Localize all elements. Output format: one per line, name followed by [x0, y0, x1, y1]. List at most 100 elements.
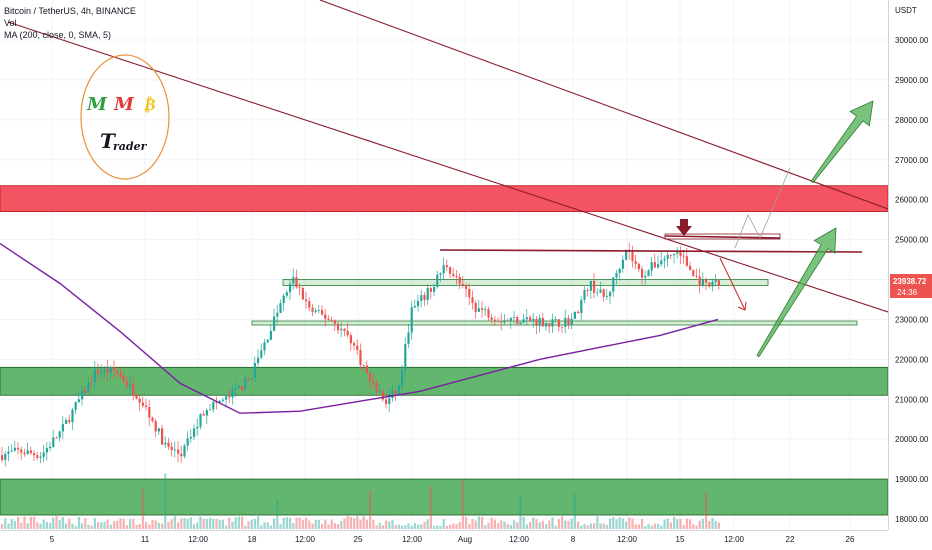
candle-body — [420, 295, 423, 301]
candle-body — [49, 446, 52, 449]
candle-body — [583, 290, 586, 300]
volume-bar — [87, 524, 90, 529]
candle-body — [554, 319, 557, 321]
volume-bar — [84, 518, 87, 529]
price-badge-countdown: 24:36 — [897, 288, 918, 297]
volume-bar — [71, 523, 74, 529]
candle-body — [145, 405, 148, 408]
volume-bar — [676, 519, 679, 529]
candle-body — [519, 322, 522, 324]
candle-body — [205, 410, 208, 416]
volume-bar — [23, 516, 26, 529]
candle-body — [55, 437, 58, 439]
volume-bar — [628, 517, 631, 529]
time-axis[interactable]: 5 11 12:00 18 12:00 25 12:00 Aug 12:00 8 12:00 15 12… — [50, 535, 855, 544]
volume-bar — [513, 520, 516, 529]
volume-bar — [250, 519, 253, 529]
volume-bar — [519, 496, 522, 529]
candle-body — [301, 288, 304, 300]
candle-body — [157, 428, 160, 432]
candle-body — [4, 453, 7, 460]
candle-body — [394, 390, 397, 394]
candle-body — [458, 276, 461, 284]
candle-body — [375, 382, 378, 393]
volume-bar — [365, 519, 368, 529]
volume-bar — [394, 524, 397, 529]
candle-body — [455, 275, 458, 277]
volume-bar — [125, 525, 128, 529]
volume-bar — [292, 523, 295, 529]
candle-body — [308, 301, 311, 308]
candle-body — [317, 310, 320, 311]
volume-bar — [52, 517, 55, 529]
candle-body — [189, 436, 192, 439]
candle-body — [116, 370, 119, 374]
volume-bar — [356, 516, 359, 529]
volume-bar — [353, 518, 356, 529]
volume-bar — [445, 525, 448, 529]
volume-bar — [58, 520, 61, 529]
volume-bar — [180, 518, 183, 529]
volume-bar — [698, 520, 701, 529]
volume-bar — [282, 517, 285, 529]
volume-bar — [650, 525, 653, 529]
candle-body — [541, 317, 544, 327]
volume-bar — [362, 516, 365, 529]
candle-body — [369, 372, 372, 382]
x-tick-label: 5 — [50, 535, 55, 544]
candle-body — [535, 318, 538, 326]
candle-body — [695, 276, 698, 277]
candle-body — [538, 317, 541, 326]
volume-bar — [45, 522, 48, 529]
candle-body — [618, 268, 621, 273]
candle-body — [714, 279, 717, 282]
candle-body — [631, 251, 634, 262]
volume-bar — [417, 524, 420, 529]
volume-bar — [407, 523, 410, 529]
volume-bar — [493, 519, 496, 529]
volume-bar — [273, 518, 276, 529]
volume-bar — [61, 517, 64, 529]
candle-body — [679, 252, 682, 256]
volume-bar — [474, 520, 477, 529]
candle-body — [698, 276, 701, 287]
candle-body — [276, 312, 279, 317]
candle-body — [97, 369, 100, 374]
volume-bar — [119, 518, 122, 529]
candle-body — [516, 317, 519, 324]
candle-body — [573, 311, 576, 319]
candle-body — [429, 288, 432, 292]
candle-body — [321, 310, 324, 315]
volume-bar — [449, 524, 452, 529]
candle-body — [423, 295, 426, 300]
volume-bar — [391, 519, 394, 529]
candle-body — [711, 281, 714, 287]
candle-body — [365, 365, 368, 373]
candle-body — [244, 377, 247, 390]
volume-bar — [13, 520, 16, 529]
candle-body — [506, 320, 509, 322]
candle-body — [570, 318, 573, 325]
candle-body — [161, 428, 164, 445]
price-badge: 23938.72 24:36 — [890, 274, 932, 298]
candle-body — [52, 437, 55, 447]
candle-body — [385, 399, 388, 404]
volume-bar — [471, 519, 474, 529]
volume-bar — [298, 517, 301, 529]
legend-volume[interactable]: Vol — [4, 18, 17, 28]
legend-ma[interactable]: MA (200, close, 0, SMA, 5) — [4, 30, 112, 40]
candle-body — [109, 367, 112, 374]
candle-body — [106, 368, 109, 374]
candle-body — [125, 381, 128, 387]
candle-body — [353, 343, 356, 346]
candle-body — [682, 255, 685, 257]
x-tick-label: 12:00 — [402, 535, 423, 544]
volume-bar — [711, 517, 714, 529]
candle-body — [340, 328, 343, 331]
legend-symbol[interactable]: Bitcoin / TetherUS, 4h, BINANCE — [4, 6, 136, 16]
volume-bar — [337, 524, 340, 529]
candle-body — [605, 296, 608, 298]
volume-bar — [561, 516, 564, 529]
candle-body — [221, 399, 224, 401]
